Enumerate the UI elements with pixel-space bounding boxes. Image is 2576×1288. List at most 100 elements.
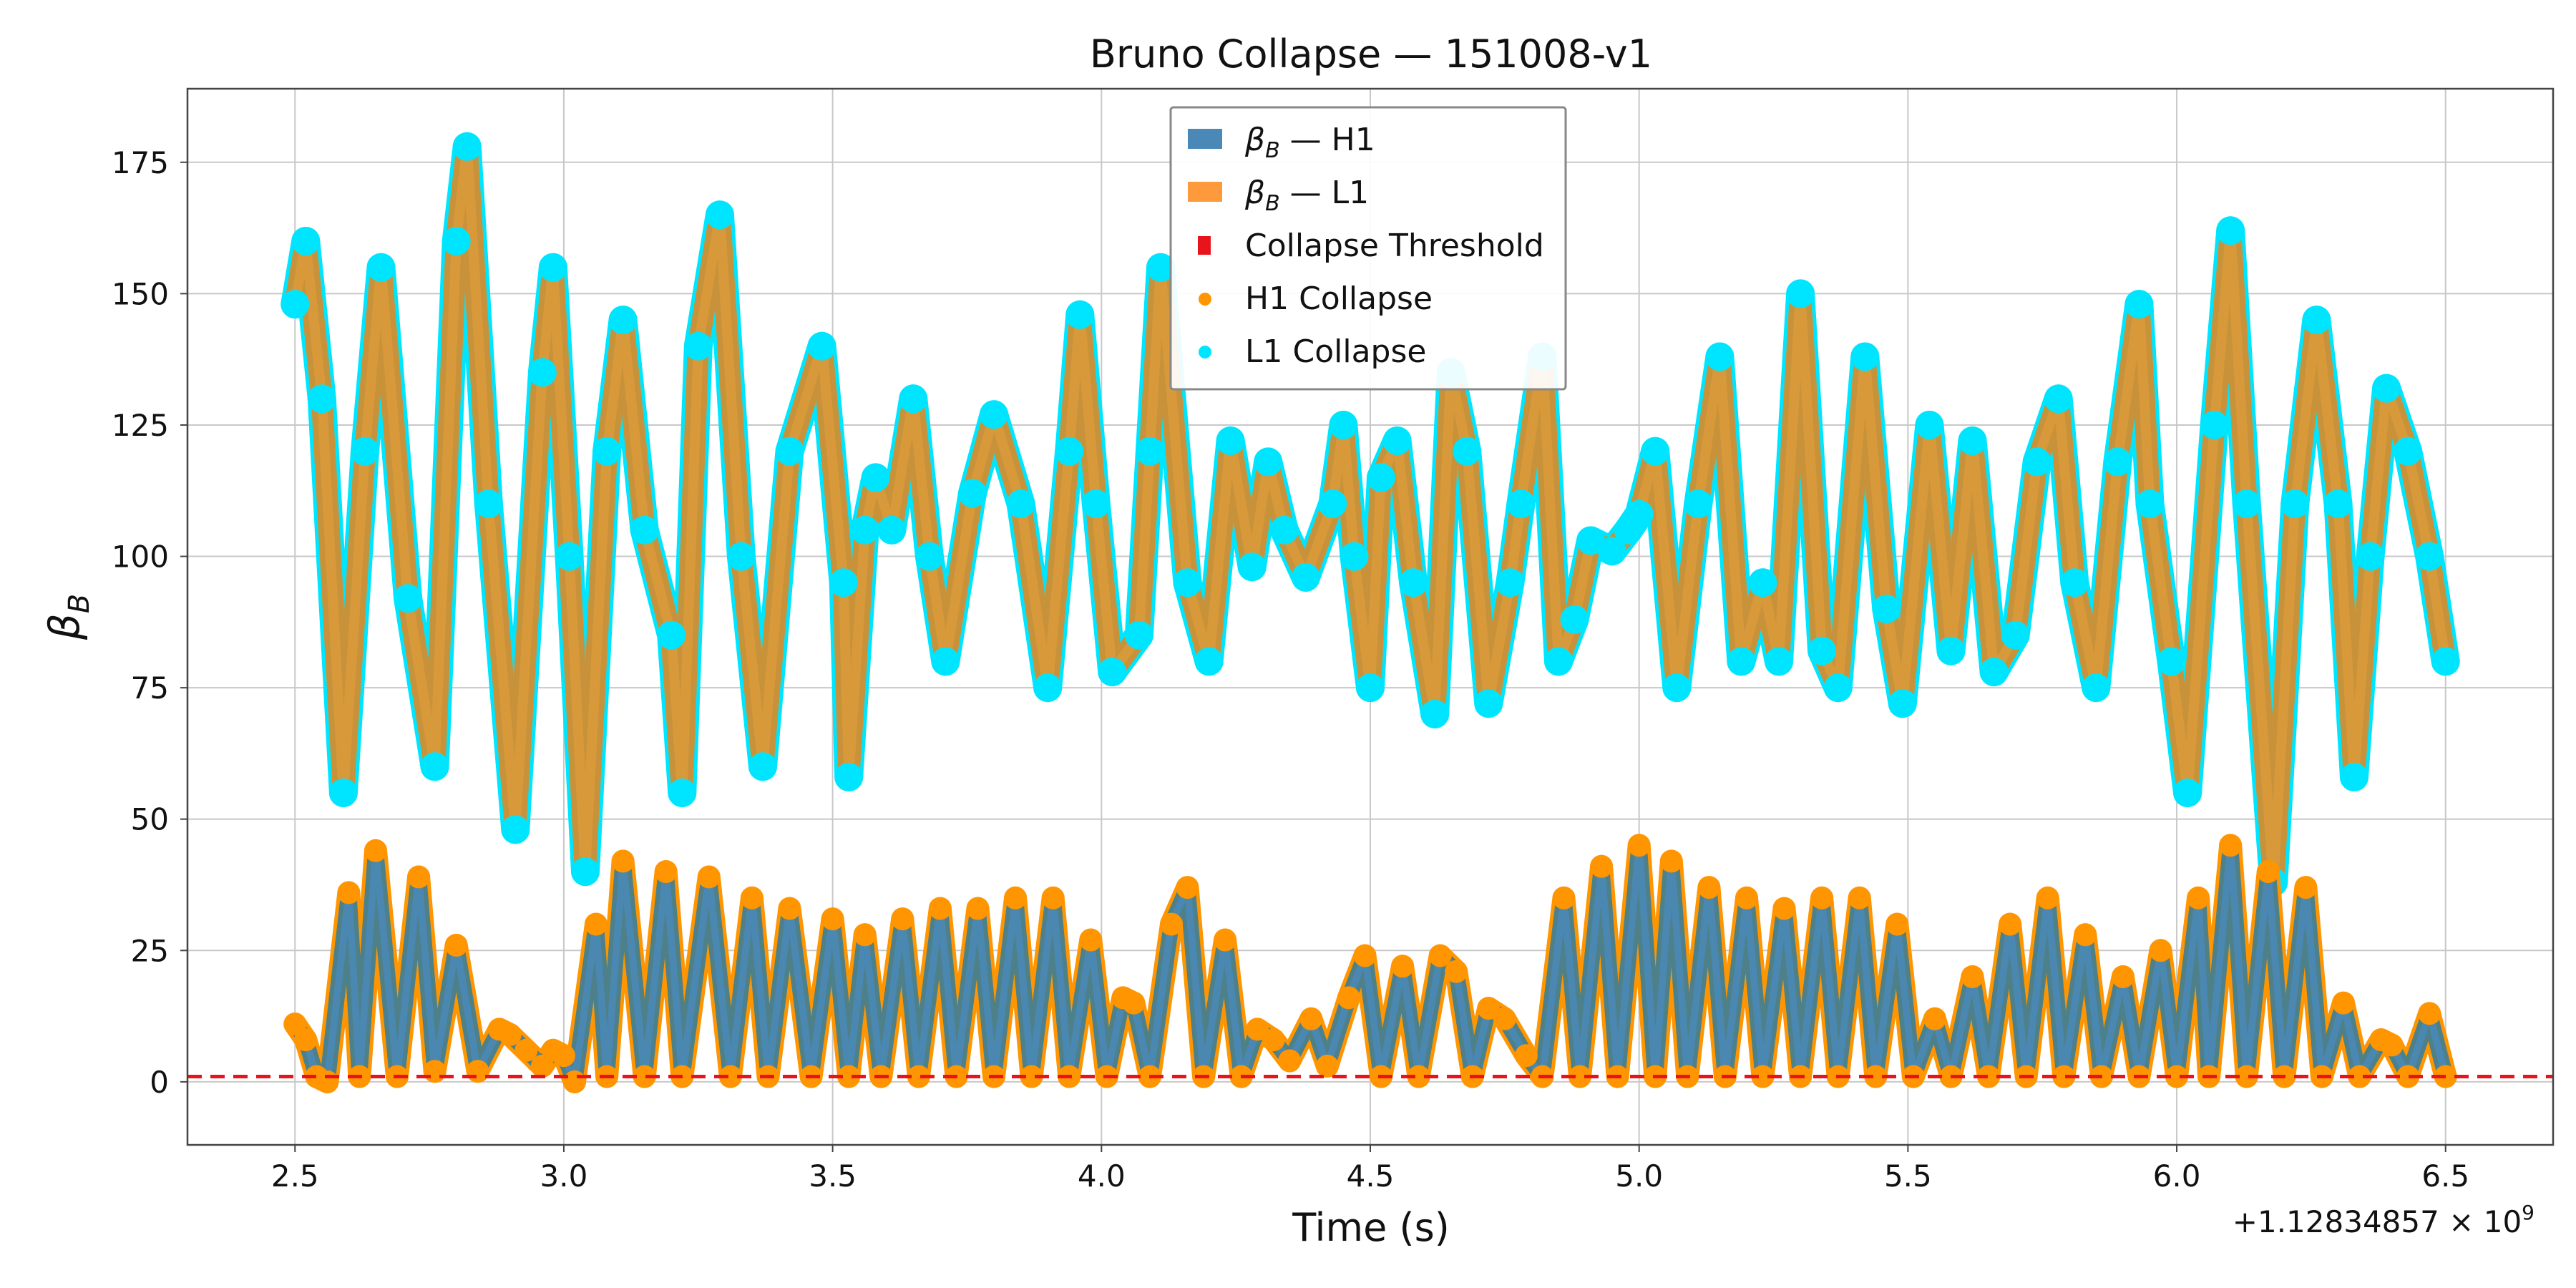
collapse-point <box>1098 658 1127 687</box>
collapse-point <box>2302 306 2331 335</box>
collapse-point <box>821 907 844 931</box>
legend-label: L1 Collapse <box>1245 333 1426 370</box>
legend-label-sub: B <box>1265 138 1280 163</box>
collapse-point <box>2256 860 2280 884</box>
legend-label: H1 Collapse <box>1245 280 1433 317</box>
collapse-point <box>441 227 471 255</box>
collapse-point <box>307 384 336 414</box>
legend-label-main: Collapse Threshold <box>1245 228 1544 264</box>
collapse-point <box>1291 562 1320 592</box>
collapse-point <box>2001 620 2030 650</box>
collapse-point <box>1006 489 1035 519</box>
collapse-point <box>316 1070 339 1093</box>
y-tick-label: 150 <box>112 276 169 311</box>
collapse-point <box>907 1065 930 1088</box>
collapse-point <box>1590 854 1614 878</box>
x-tick-label: 4.0 <box>1078 1158 1126 1194</box>
collapse-point <box>1961 965 1984 988</box>
x-axis-label: Time (s) <box>1292 1205 1450 1250</box>
collapse-point <box>1033 673 1063 703</box>
collapse-point <box>740 886 763 909</box>
y-axis-label-sub: B <box>63 594 96 613</box>
collapse-point <box>837 1065 861 1088</box>
collapse-point <box>1598 537 1627 566</box>
collapse-point <box>608 306 638 335</box>
collapse-point <box>726 542 756 571</box>
collapse-point <box>928 897 952 920</box>
collapse-point <box>1915 411 1944 439</box>
chart-title: Bruno Collapse — 151008-v1 <box>1090 31 1652 77</box>
collapse-point <box>2356 542 2385 571</box>
collapse-point <box>2348 1065 2371 1088</box>
collapse-point <box>1318 489 1347 519</box>
x-tick-label: 3.5 <box>809 1158 857 1194</box>
collapse-point <box>1353 944 1377 967</box>
collapse-point <box>291 227 321 255</box>
collapse-point <box>1173 568 1202 597</box>
collapse-point <box>1329 411 1358 439</box>
collapse-point <box>1262 1028 1285 1052</box>
legend-box <box>1169 106 1567 391</box>
legend-label-rest: — H1 <box>1280 122 1375 158</box>
collapse-point <box>1214 928 1237 952</box>
collapse-point <box>452 132 482 161</box>
collapse-point <box>366 253 396 282</box>
collapse-point <box>850 515 879 545</box>
legend-label: βB — L1 <box>1244 175 1369 216</box>
y-tick-label: 175 <box>112 145 169 180</box>
collapse-point <box>1445 960 1468 983</box>
collapse-point <box>2280 489 2310 519</box>
collapse-point <box>899 384 928 414</box>
collapse-point <box>1748 568 1777 597</box>
collapse-point <box>1160 912 1183 936</box>
collapse-point <box>2235 1065 2258 1088</box>
x-tick-label: 6.5 <box>2421 1158 2469 1194</box>
legend-swatch <box>1198 236 1211 255</box>
collapse-point <box>748 752 777 781</box>
legend-label-rest: — L1 <box>1280 175 1369 211</box>
collapse-point <box>364 839 387 862</box>
collapse-point <box>1923 1007 1946 1030</box>
collapse-point <box>2200 411 2229 439</box>
legend-entry: Collapse Threshold <box>1198 228 1544 264</box>
collapse-point <box>2036 886 2059 909</box>
x-offset-text: +1.12834857 × 109 <box>2233 1201 2534 1239</box>
legend-entry: βB — L1 <box>1188 175 1369 216</box>
collapse-point <box>1697 876 1721 899</box>
collapse-point <box>1399 568 1428 597</box>
collapse-point <box>705 200 734 230</box>
collapse-point <box>775 436 804 466</box>
collapse-point <box>571 857 600 887</box>
collapse-point <box>501 815 530 844</box>
collapse-point <box>1496 568 1525 597</box>
collapse-point <box>1194 647 1224 676</box>
collapse-point <box>1514 1044 1538 1068</box>
collapse-point <box>2216 216 2245 245</box>
collapse-point <box>1958 426 1987 455</box>
collapse-point <box>1340 542 1369 571</box>
collapse-point <box>980 400 1008 429</box>
collapse-point <box>1568 1065 1591 1088</box>
collapse-point <box>2103 447 2132 477</box>
collapse-point <box>2052 1065 2076 1088</box>
y-tick-label: 0 <box>150 1065 169 1100</box>
y-tick-label: 125 <box>112 408 169 443</box>
collapse-point <box>1641 436 1670 466</box>
collapse-point <box>891 907 914 931</box>
collapse-point <box>2111 965 2135 988</box>
collapse-point <box>1727 647 1756 676</box>
legend-label-main: β <box>1244 175 1265 211</box>
collapse-point <box>1254 447 1283 477</box>
y-tick-label: 100 <box>112 540 169 575</box>
collapse-point <box>1659 849 1683 873</box>
collapse-point <box>1299 1007 1323 1030</box>
collapse-point <box>1124 620 1153 650</box>
y-axis-ticks: 0 25 50 75 100 125 150 175 <box>112 145 187 1100</box>
collapse-point <box>2187 886 2210 909</box>
collapse-point <box>2044 384 2073 414</box>
collapse-point <box>611 849 635 873</box>
collapse-point <box>585 912 608 936</box>
legend-label-main: L1 Collapse <box>1245 333 1426 370</box>
legend-swatch <box>1199 346 1211 358</box>
collapse-point <box>592 436 622 466</box>
